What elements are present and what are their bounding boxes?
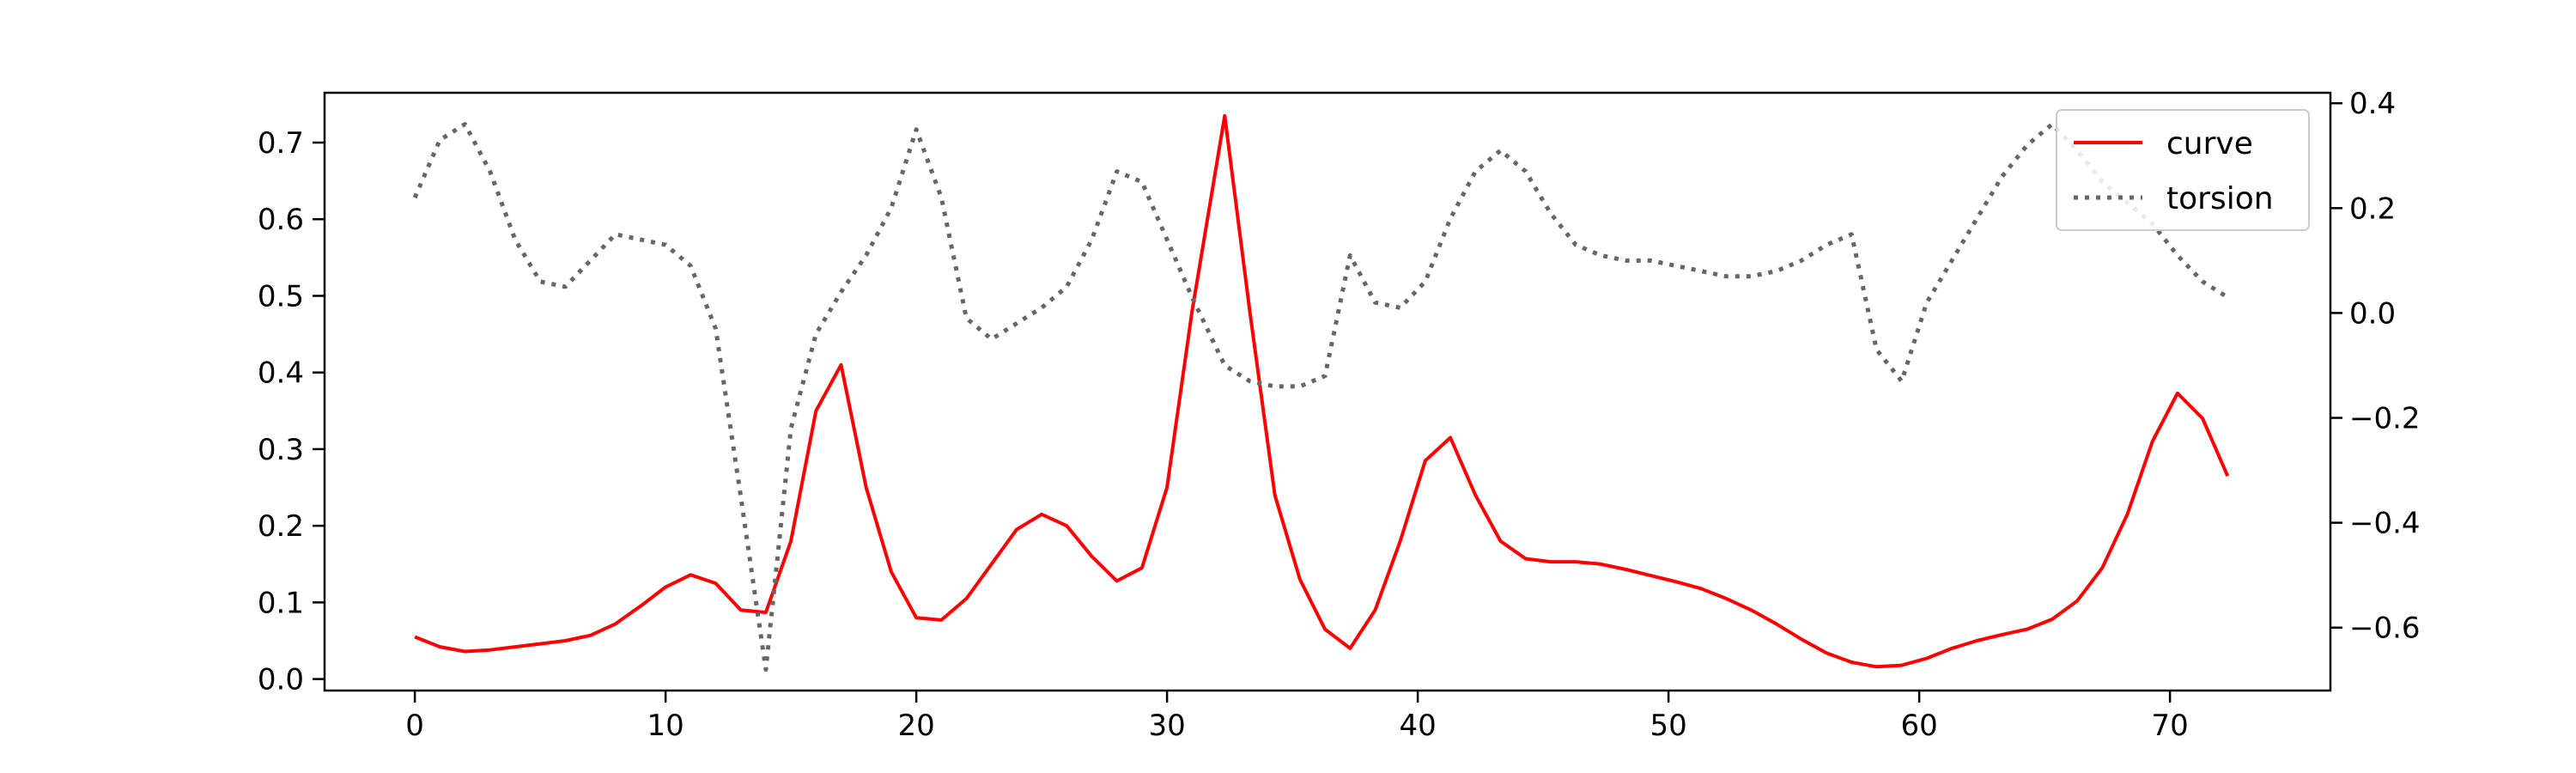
legend-label-curve: curve [2166,126,2253,161]
y-left-tick-label: 0.6 [258,203,304,237]
y-left-tick-label: 0.0 [258,663,304,697]
legend: curve torsion [2056,109,2310,231]
y-left-tick-label: 0.4 [258,356,304,391]
x-axis: 0 10 20 30 40 50 60 70 [405,691,2189,743]
y-axis-right: −0.6 −0.4 −0.2 0.0 0.2 0.4 [2330,87,2421,646]
x-tick-label: 70 [2151,709,2188,743]
y-left-tick-label: 0.3 [258,433,304,467]
y-right-tick-label: −0.6 [2349,612,2421,646]
x-tick-label: 0 [405,709,424,743]
y-left-tick-label: 0.7 [258,126,304,161]
series-line-curve [414,113,2230,669]
y-right-tick-label: 0.0 [2349,296,2396,331]
x-tick-label: 50 [1649,709,1686,743]
y-right-tick-label: −0.4 [2349,507,2421,541]
y-left-tick-label: 0.1 [258,586,304,620]
y-right-tick-label: 0.2 [2349,192,2396,226]
x-tick-label: 30 [1148,709,1185,743]
legend-box [2056,109,2310,231]
x-tick-label: 10 [647,709,683,743]
y-left-tick-label: 0.2 [258,509,304,544]
series-line-torsion [412,122,2229,673]
y-left-tick-label: 0.5 [258,279,304,313]
y-right-tick-label: −0.2 [2349,402,2421,436]
x-tick-label: 60 [1900,709,1937,743]
plot-area [323,91,2332,692]
legend-label-torsion: torsion [2166,181,2274,216]
x-tick-label: 20 [897,709,934,743]
x-tick-label: 40 [1399,709,1436,743]
y-right-tick-label: 0.4 [2349,87,2396,121]
y-axis-left: 0.0 0.1 0.2 0.3 0.4 0.5 0.6 0.7 [258,126,325,697]
plot-frame [323,91,2332,692]
